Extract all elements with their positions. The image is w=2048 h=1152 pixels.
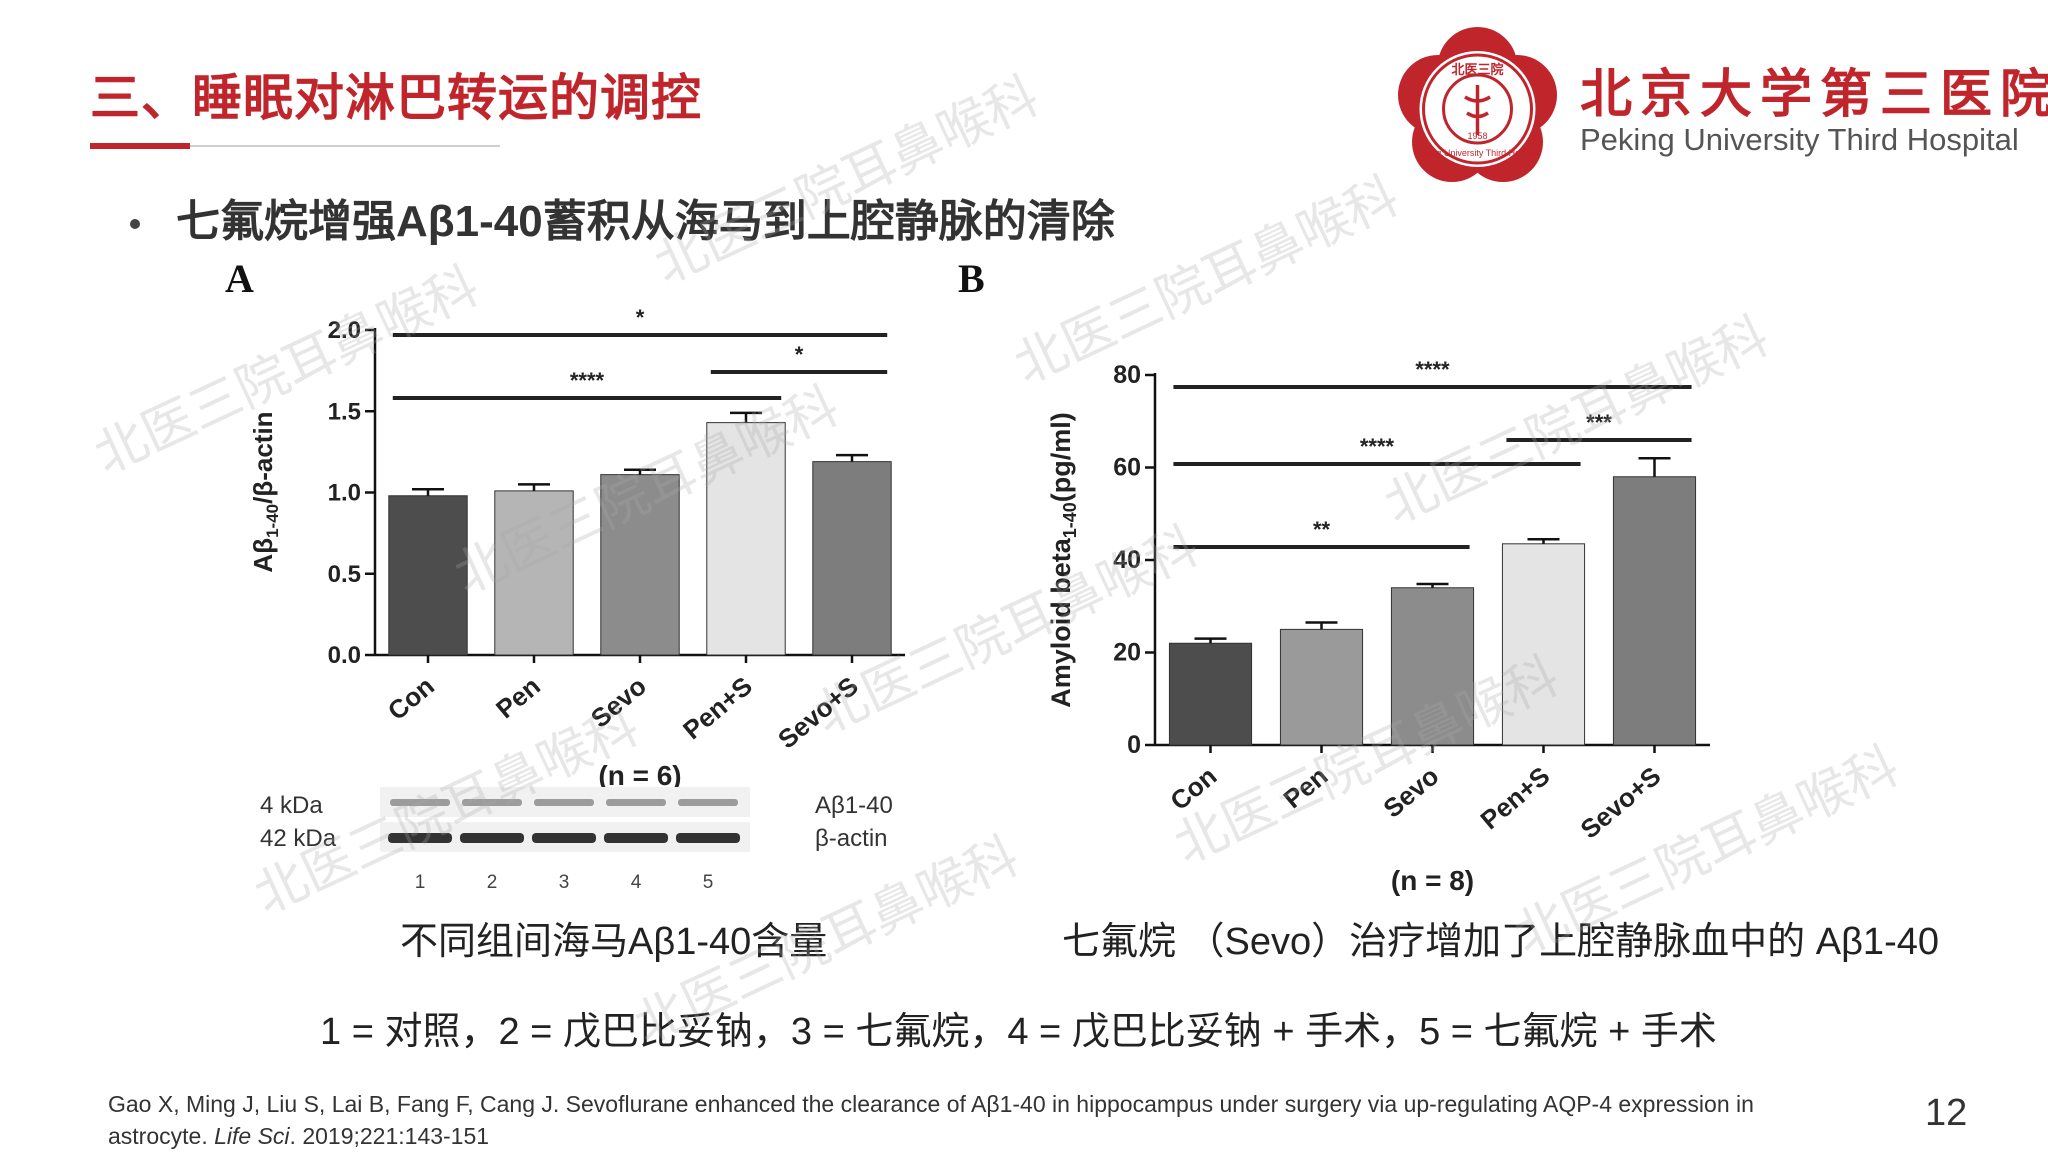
- blot-protein-label: Aβ1-40: [815, 792, 893, 819]
- y-axis-label-part: Aβ: [248, 538, 278, 573]
- y-axis-label-part: Amyloid beta: [1046, 537, 1076, 708]
- x-category-label: Con: [1164, 761, 1222, 816]
- y-tick-label: 0: [1127, 731, 1141, 759]
- n-label: (n = 6): [598, 760, 681, 791]
- seal-year: 1958: [1467, 131, 1487, 141]
- bar-pen: [494, 490, 574, 656]
- reference-authors-tail: astrocyte.: [108, 1123, 215, 1149]
- significance-label: ****: [570, 368, 605, 393]
- hospital-name-cn: 北京大学第三医院: [1580, 64, 2048, 125]
- hospital-name-en: Peking University Third Hospital: [1580, 122, 2019, 157]
- title-underline: [190, 145, 500, 147]
- bullet-dot-icon: [130, 219, 140, 230]
- x-category-label: Sevo: [1377, 761, 1444, 824]
- x-category-label: Sevo: [585, 671, 652, 734]
- x-category-label: Sevo+S: [772, 671, 864, 755]
- blot-lane-number: 3: [559, 872, 570, 893]
- y-tick-label: 2.0: [328, 317, 361, 344]
- blot-lane-number: 4: [631, 872, 642, 893]
- page-number: 12: [1925, 1092, 1968, 1134]
- bullet-text: 七氟烷增强Aβ1-40蓄积从海马到上腔静脉的清除: [176, 197, 1115, 246]
- y-axis-label-subscript: 1-40: [1060, 502, 1080, 538]
- caption-a: 不同组间海马Aβ1-40含量: [400, 921, 828, 963]
- hospital-seal-icon: 北医三院 Peking University Third Hospital 19…: [1398, 27, 1557, 182]
- blot-lane-number: 5: [703, 872, 714, 893]
- title-underline-accent: [90, 143, 190, 149]
- blot-band-abeta: [606, 799, 666, 806]
- significance-label: **: [1313, 517, 1331, 542]
- seal-top-text: 北医三院: [1451, 62, 1503, 77]
- blot-band-abeta: [462, 799, 522, 806]
- blot-band-actin: [604, 833, 668, 843]
- x-category-label: Con: [382, 671, 440, 726]
- reference-line-1: Gao X, Ming J, Liu S, Lai B, Fang F, Can…: [108, 1091, 1754, 1117]
- y-axis-label: Amyloid beta1-40(pg/ml): [1046, 412, 1080, 708]
- blot-band-actin: [460, 833, 524, 843]
- y-tick-label: 60: [1113, 454, 1141, 482]
- y-axis-label-subscript: 1-40: [263, 504, 282, 538]
- page-title: 三、睡眠对淋巴转运的调控: [90, 70, 702, 126]
- y-tick-label: 0.5: [328, 561, 361, 588]
- blot-band-abeta: [678, 799, 738, 806]
- blot-band-actin: [676, 833, 740, 843]
- bar-con: [388, 495, 468, 656]
- n-label: (n = 8): [1391, 865, 1474, 896]
- blot-kda-label: 4 kDa: [260, 792, 323, 819]
- significance-label: *: [795, 342, 804, 367]
- blot-band-actin: [388, 833, 452, 843]
- bar-pen-plus-s: [1501, 543, 1586, 746]
- bar-sevo: [600, 474, 680, 656]
- x-category-label: Pen: [1278, 761, 1334, 815]
- reference-journal: Life Sci: [214, 1123, 290, 1149]
- bar-sevo-plus-s: [1612, 476, 1697, 746]
- bar-pen-plus-s: [706, 422, 786, 656]
- y-tick-label: 40: [1113, 546, 1141, 574]
- panel-b-letter: B: [958, 256, 985, 301]
- reference-line-2: astrocyte. Life Sci. 2019;221:143-151: [108, 1120, 1754, 1152]
- y-axis-label-part: /β-actin: [248, 411, 278, 503]
- bullet-point: 七氟烷增强Aβ1-40蓄积从海马到上腔静脉的清除: [130, 185, 1115, 249]
- panel-a-letter: A: [225, 256, 254, 301]
- significance-label: ****: [1415, 357, 1450, 382]
- significance-label: *: [636, 305, 645, 330]
- x-category-label: Pen: [490, 671, 546, 725]
- blot-kda-label: 42 kDa: [260, 825, 337, 852]
- y-tick-label: 20: [1113, 639, 1141, 667]
- y-tick-label: 80: [1113, 361, 1141, 389]
- x-category-label: Pen+S: [677, 671, 758, 746]
- blot-band-abeta: [534, 799, 594, 806]
- blot-lane-number: 2: [487, 872, 498, 893]
- x-category-label: Pen+S: [1475, 761, 1556, 836]
- y-tick-label: 0.0: [328, 642, 361, 669]
- x-category-label: Sevo+S: [1575, 761, 1667, 845]
- group-legend: 1 = 对照，2 = 戊巴比妥钠，3 = 七氟烷，4 = 戊巴比妥钠 + 手术，…: [320, 1011, 1717, 1053]
- bar-con: [1168, 642, 1253, 746]
- blot-band-actin: [532, 833, 596, 843]
- blot-lane-number: 1: [415, 872, 426, 893]
- y-tick-label: 1.0: [328, 480, 361, 507]
- blot-protein-label: β-actin: [815, 825, 888, 852]
- y-axis-label: Aβ1-40/β-actin: [248, 411, 282, 572]
- significance-label: ***: [1586, 410, 1612, 435]
- significance-label: ****: [1360, 434, 1395, 459]
- bar-sevo-plus-s: [812, 461, 892, 656]
- bar-pen: [1279, 628, 1364, 746]
- seal-ring-text: Peking University Third Hospital: [1414, 148, 1541, 158]
- caption-b: 七氟烷 （Sevo）治疗增加了上腔静脉血中的 Aβ1-40: [1062, 921, 1939, 963]
- blot-band-abeta: [390, 799, 450, 806]
- reference: Gao X, Ming J, Liu S, Lai B, Fang F, Can…: [108, 1088, 1754, 1152]
- reference-volume: . 2019;221:143-151: [289, 1123, 490, 1149]
- bar-sevo: [1390, 587, 1475, 746]
- y-axis-label-part: (pg/ml): [1046, 412, 1076, 502]
- y-tick-label: 1.5: [328, 398, 361, 425]
